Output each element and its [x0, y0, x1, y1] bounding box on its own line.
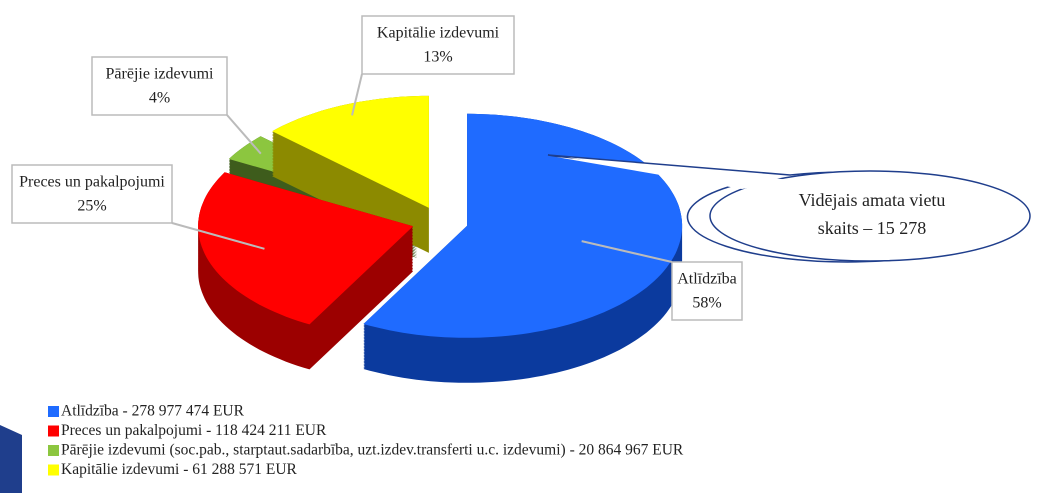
label-box — [91, 56, 228, 116]
leader-line — [581, 240, 673, 263]
leader-line — [351, 73, 363, 116]
label-box — [671, 261, 743, 321]
label-category: Preces un pakalpojumi — [19, 174, 165, 191]
legend-label: Kapitālie izdevumi - 61 288 571 EUR — [61, 461, 298, 478]
label-category: Atlīdzība — [677, 271, 737, 288]
annotation: skaits – 15 278 — [818, 218, 927, 238]
label-value: 4% — [149, 90, 170, 107]
legend-swatch — [48, 406, 59, 417]
slice — [363, 113, 683, 338]
callout — [709, 170, 1031, 262]
slice — [272, 95, 429, 208]
legend-label: Pārējie izdevumi (soc.pab., starptaut.sa… — [61, 442, 684, 459]
callout-cover — [556, 157, 792, 189]
label-category: Pārējie izdevumi — [106, 66, 215, 83]
legend-swatch — [48, 464, 59, 476]
leader-line — [226, 114, 262, 155]
slice — [198, 172, 414, 325]
label-value: 25% — [77, 198, 106, 215]
decoration — [0, 425, 22, 493]
legend-swatch — [48, 445, 59, 456]
label-value: 13% — [423, 49, 452, 66]
leader-line — [171, 222, 265, 250]
label-value: 58% — [692, 295, 721, 312]
legend-label: Preces un pakalpojumi - 118 424 211 EUR — [61, 422, 327, 439]
label-box — [361, 15, 515, 75]
label-box — [11, 164, 173, 224]
label-category: Kapitālie izdevumi — [377, 25, 500, 42]
legend-swatch — [48, 425, 59, 437]
annotation: Vidējais amata vietu — [799, 190, 946, 210]
legend-label: Atlīdzība - 278 977 474 EUR — [61, 403, 245, 420]
